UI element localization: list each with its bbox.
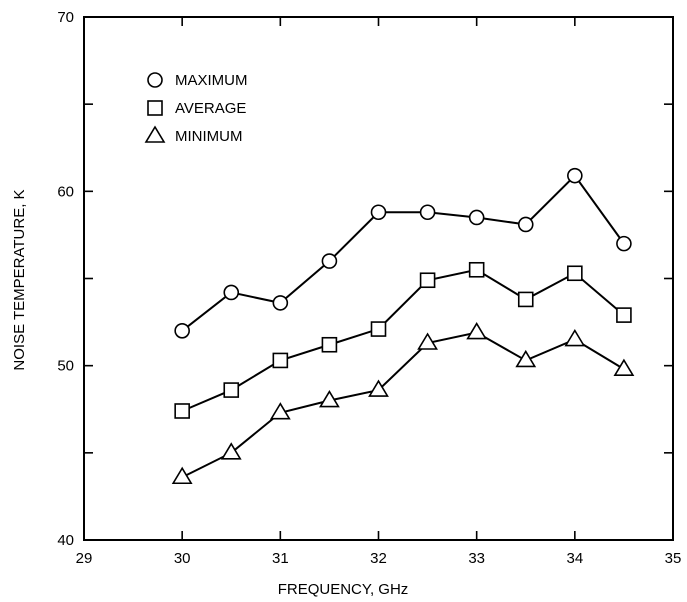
series-line-average	[181, 268, 625, 412]
data-point-average	[321, 336, 338, 353]
legend-label-average: AVERAGE	[175, 100, 246, 117]
legend: MAXIMUM AVERAGE MINIMUM	[144, 72, 248, 145]
legend-marker-maximum	[147, 72, 163, 88]
data-point-minimum	[319, 389, 340, 408]
series-line-minimum	[181, 331, 625, 479]
x-tick-label: 32	[370, 550, 387, 567]
x-tick-label: 35	[665, 550, 682, 567]
data-point-minimum	[466, 321, 488, 340]
data-point-minimum	[417, 332, 438, 350]
data-point-maximum	[567, 167, 583, 184]
data-point-maximum	[370, 204, 387, 221]
data-point-minimum	[515, 349, 537, 368]
data-point-average	[616, 307, 632, 323]
legend-label-minimum: MINIMUM	[175, 128, 243, 145]
legend-label-maximum: MAXIMUM	[175, 72, 248, 89]
data-point-minimum	[368, 379, 389, 397]
data-point-minimum	[613, 358, 635, 376]
data-point-average	[468, 261, 485, 278]
data-point-average	[272, 352, 289, 369]
data-point-average	[370, 321, 387, 337]
data-point-average	[223, 382, 240, 398]
x-axis-title: FREQUENCY, GHz	[278, 581, 409, 598]
plot-area	[83, 16, 674, 541]
y-tick-label: 50	[57, 358, 74, 375]
y-tick-label: 70	[57, 9, 74, 26]
x-tick-label: 30	[174, 550, 191, 567]
y-axis-title: NOISE TEMPERATURE, K	[11, 189, 28, 370]
data-point-average	[567, 265, 583, 282]
axis-ticks: 29 30 31 32 33 34 35 40 50 60 70	[57, 9, 681, 567]
x-tick-label: 33	[468, 550, 485, 567]
data-point-minimum	[171, 466, 193, 485]
data-point-maximum	[174, 322, 190, 339]
y-tick-label: 60	[57, 183, 74, 200]
plot-frame	[83, 16, 674, 541]
data-point-average	[419, 272, 436, 289]
data-point-minimum	[269, 402, 291, 420]
x-tick-label: 31	[272, 550, 289, 567]
data-point-maximum	[616, 235, 632, 252]
data-point-maximum	[223, 284, 240, 301]
data-series	[171, 167, 635, 485]
data-point-minimum	[564, 328, 586, 347]
data-point-maximum	[468, 209, 485, 226]
data-point-maximum	[419, 204, 436, 221]
x-tick-label: 34	[566, 550, 583, 567]
y-tick-label: 40	[57, 532, 74, 549]
data-point-maximum	[517, 216, 534, 233]
x-tick-label: 29	[76, 550, 93, 567]
data-point-minimum	[220, 442, 242, 460]
data-point-maximum	[272, 295, 289, 311]
data-point-average	[174, 403, 190, 419]
legend-marker-minimum	[144, 125, 166, 143]
legend-marker-average	[147, 100, 163, 116]
data-point-maximum	[321, 253, 338, 269]
data-point-average	[517, 291, 534, 308]
series-line-maximum	[181, 174, 625, 332]
